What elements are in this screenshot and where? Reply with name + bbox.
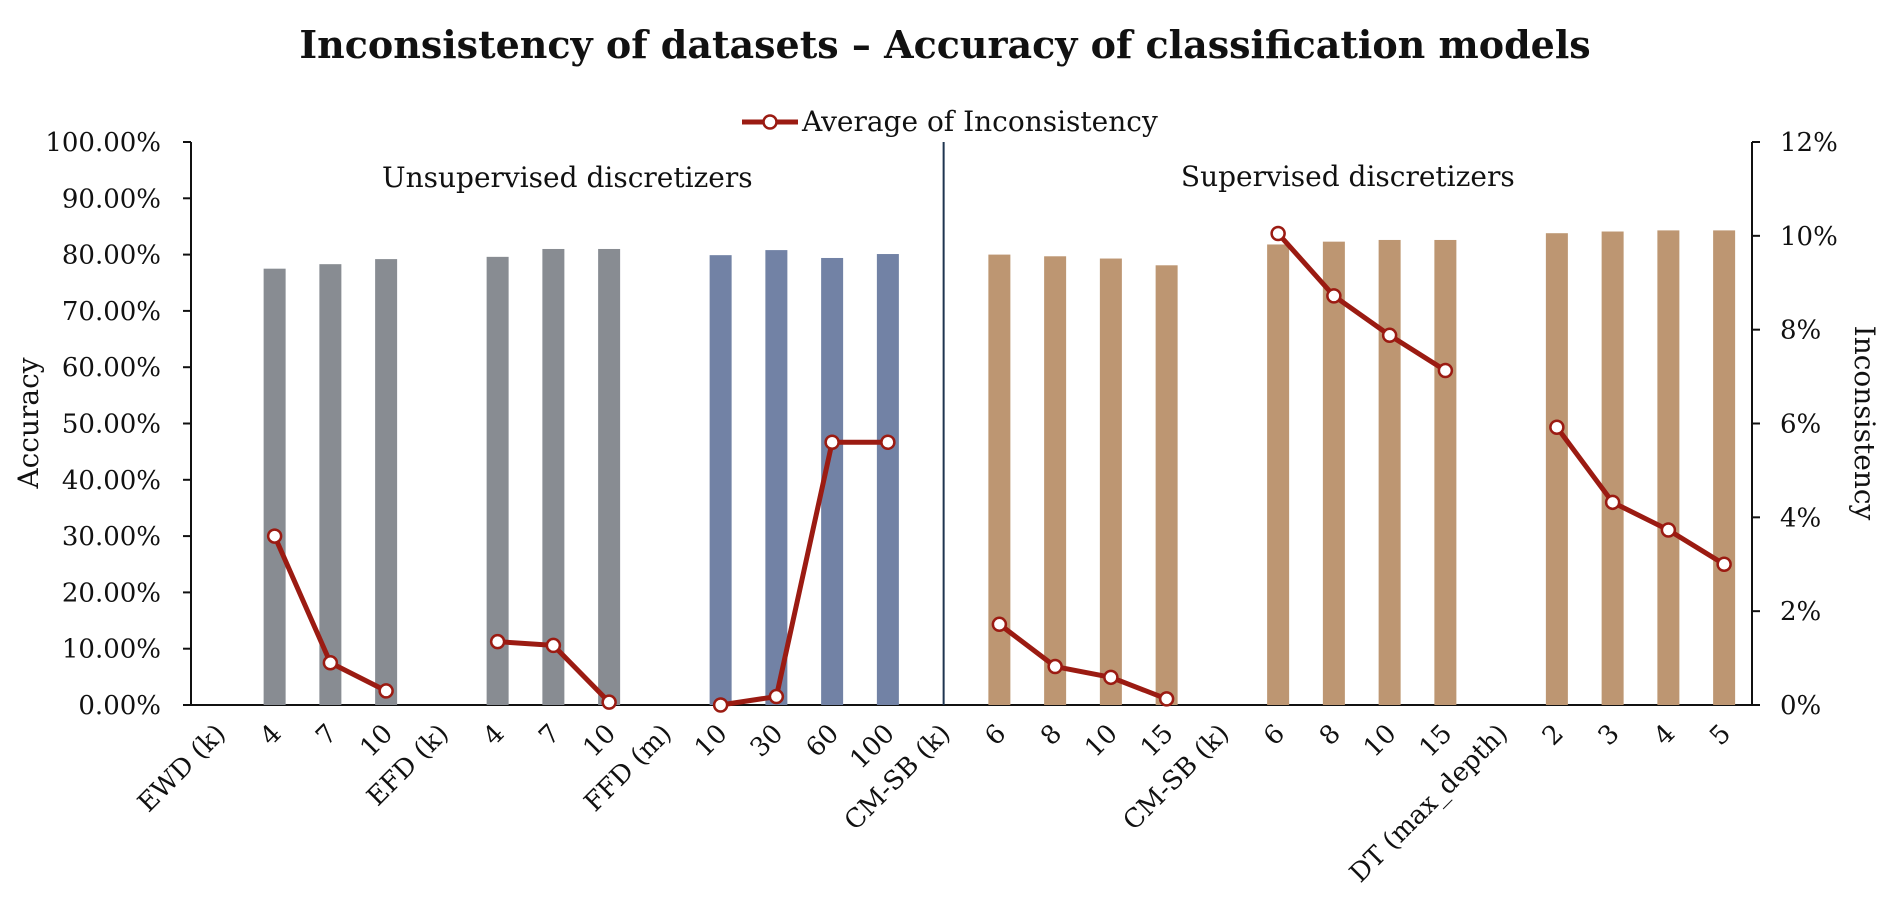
category-label: 15 xyxy=(1135,719,1180,764)
accuracy-bar xyxy=(765,250,788,705)
inconsistency-point xyxy=(712,697,729,713)
inconsistency-point xyxy=(768,688,785,705)
y-tick-label: 60.00% xyxy=(62,353,161,383)
section-label-unsupervised: Unsupervised discretizers xyxy=(382,161,753,194)
y2-tick-label: 4% xyxy=(1780,503,1821,533)
category-label: 4 xyxy=(255,719,288,752)
inconsistency-point xyxy=(880,434,896,451)
accuracy-bar xyxy=(263,268,286,705)
category-label: 4 xyxy=(1648,719,1681,752)
legend: Average of Inconsistency xyxy=(742,105,1158,138)
category-label: 15 xyxy=(1414,719,1459,764)
inconsistency-point xyxy=(266,528,283,544)
category-label: 10 xyxy=(577,719,622,764)
y-axis-title: Accuracy xyxy=(12,357,45,489)
inconsistency-point xyxy=(1270,225,1286,242)
inconsistency-line xyxy=(718,439,891,708)
y-tick-label: 30.00% xyxy=(62,522,161,552)
accuracy-bar xyxy=(1044,256,1067,705)
inconsistency-point xyxy=(824,434,840,451)
y2-tick-label: 12% xyxy=(1780,128,1838,158)
y2-axis-title: Inconsistency xyxy=(1848,326,1881,521)
accuracy-bar xyxy=(319,264,342,705)
accuracy-bar xyxy=(821,257,844,705)
category-label: 6 xyxy=(979,719,1012,752)
accuracy-bar xyxy=(1322,241,1345,705)
accuracy-bar xyxy=(1657,230,1680,706)
accuracy-bar xyxy=(1267,244,1290,705)
y-tick-label: 70.00% xyxy=(62,297,161,327)
y-tick-label: 100.00% xyxy=(45,128,161,158)
legend-marker-swatch xyxy=(762,114,778,130)
category-label: 8 xyxy=(1314,719,1347,752)
category-label: 7 xyxy=(310,719,343,752)
inconsistency-point xyxy=(1103,669,1119,686)
inconsistency-point xyxy=(1716,556,1732,572)
y2-tick-label: 0% xyxy=(1780,691,1821,721)
y-tick-label: 10.00% xyxy=(62,635,161,665)
inconsistency-line xyxy=(1554,424,1727,567)
inconsistency-point xyxy=(1326,288,1342,304)
y-tick-label: 0.00% xyxy=(78,691,161,721)
inconsistency-point xyxy=(1381,327,1398,344)
y-tick-label: 50.00% xyxy=(62,410,161,440)
category-label: 10 xyxy=(354,719,399,764)
y-tick-label: 90.00% xyxy=(62,184,161,214)
accuracy-bar xyxy=(709,255,732,705)
accuracy-bar xyxy=(1378,239,1401,705)
category-label: 6 xyxy=(1258,719,1291,752)
inconsistency-line xyxy=(996,621,1170,702)
accuracy-bar xyxy=(1099,258,1122,705)
accuracy-bar xyxy=(486,256,509,705)
accuracy-bar xyxy=(375,259,398,705)
inconsistency-point xyxy=(1158,691,1175,707)
y2-tick-label: 2% xyxy=(1780,597,1821,627)
inconsistency-point xyxy=(1047,658,1063,675)
category-label: CM-SB (k) xyxy=(1118,719,1236,837)
category-label: 10 xyxy=(1358,719,1403,764)
accuracy-bar xyxy=(1545,233,1568,705)
section-label-supervised: Supervised discretizers xyxy=(1181,160,1515,193)
inconsistency-point xyxy=(489,633,506,650)
accuracy-bar xyxy=(1601,231,1624,705)
accuracy-bar xyxy=(542,248,565,705)
category-label: CM-SB (k) xyxy=(839,719,957,837)
accuracy-bar xyxy=(1434,239,1457,705)
y-tick-label: 20.00% xyxy=(62,578,161,608)
chart-title: Inconsistency of datasets – Accuracy of … xyxy=(299,22,1590,67)
y-tick-label: 80.00% xyxy=(62,241,161,271)
y2-tick-label: 6% xyxy=(1780,410,1821,440)
inconsistency-point xyxy=(1604,494,1621,511)
category-label: 2 xyxy=(1537,719,1570,752)
y-tick-label: 40.00% xyxy=(62,466,161,496)
category-label: 10 xyxy=(689,719,734,764)
inconsistency-point xyxy=(601,694,617,710)
category-label: EWD (k) xyxy=(132,719,232,819)
category-label: 30 xyxy=(745,719,790,764)
legend-label: Average of Inconsistency xyxy=(801,105,1158,138)
accuracy-bar xyxy=(1713,230,1736,706)
accuracy-bar xyxy=(598,248,621,705)
inconsistency-line xyxy=(1275,230,1448,373)
category-label: 7 xyxy=(533,719,566,752)
inconsistency-point xyxy=(991,616,1008,633)
category-label: 8 xyxy=(1035,719,1068,752)
y2-tick-label: 10% xyxy=(1780,222,1838,252)
category-label: 5 xyxy=(1704,719,1737,752)
category-label: 10 xyxy=(1079,719,1124,764)
accuracy-bar xyxy=(876,254,899,706)
accuracy-bar xyxy=(1155,265,1178,705)
inconsistency-point xyxy=(1549,419,1565,436)
inconsistency-point xyxy=(1660,522,1677,538)
accuracy-bar xyxy=(988,254,1011,705)
category-label: 60 xyxy=(800,719,845,764)
y2-tick-label: 8% xyxy=(1780,316,1821,346)
inconsistency-point xyxy=(378,683,394,699)
inconsistency-point xyxy=(545,637,562,654)
inconsistency-point xyxy=(322,655,339,671)
inconsistency-point xyxy=(1437,362,1454,379)
category-label: 4 xyxy=(478,719,511,752)
category-label: 3 xyxy=(1593,719,1626,752)
